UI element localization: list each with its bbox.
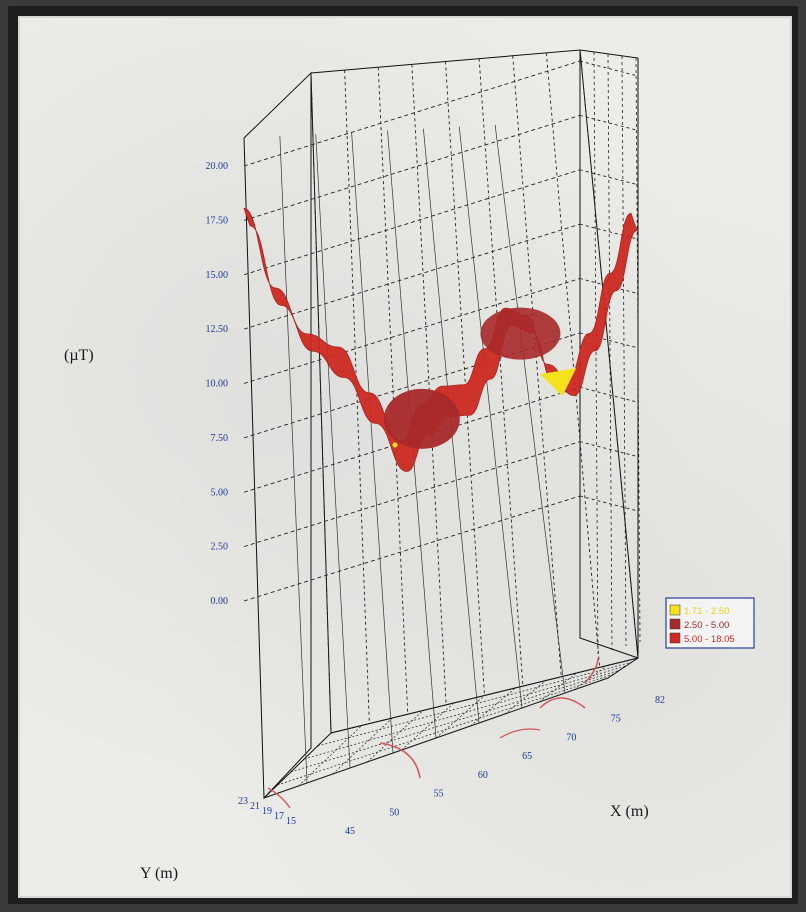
floor-grid (263, 677, 609, 799)
grid-horizontal-side (579, 386, 639, 403)
floor-contour (499, 728, 541, 739)
x-tick-label: 50 (389, 807, 399, 818)
grid-horizontal-side (579, 495, 639, 512)
grid-vertical (411, 64, 447, 705)
floor-grid (298, 725, 362, 787)
grid-vertical-front (351, 132, 394, 754)
grid-vertical-side (593, 51, 599, 655)
depth-tick-label: 17 (274, 811, 284, 822)
floor-contour (539, 697, 586, 709)
depth-tick-label: 15 (286, 816, 296, 827)
grid-vertical (310, 72, 332, 734)
floor-grid (304, 665, 627, 760)
grid-horizontal (243, 169, 581, 276)
y-tick-label: 2.50 (211, 542, 229, 553)
left-wall (243, 71, 312, 800)
y-tick-label: 12.50 (206, 324, 229, 335)
floor-grid (401, 702, 455, 751)
floor-grid (263, 732, 332, 799)
grid-horizontal-side (579, 60, 639, 77)
legend-swatch (669, 618, 681, 630)
legend-swatch (669, 604, 681, 616)
grid-horizontal (243, 278, 581, 384)
grid-horizontal-side (579, 169, 639, 186)
grid-horizontal-side (579, 278, 639, 294)
y-axis-label: (µT) (64, 347, 94, 364)
legend-label: 2.50 - 5.00 (684, 620, 729, 631)
grid-vertical (545, 52, 601, 668)
floor-grid (504, 680, 547, 715)
grid-horizontal (243, 332, 581, 439)
surface-chart: 0.00 2.50 5.00 7.50 10.00 12.50 15.00 17.50 20.0… (64, 49, 755, 882)
x-tick-label: 55 (434, 789, 444, 800)
floor-grid (290, 669, 621, 773)
depth-tick-label: 19 (262, 806, 272, 817)
depth-axis-label: Y (m) (140, 865, 178, 882)
grid-vertical-side (635, 57, 641, 643)
x-tick-label: 82 (655, 695, 665, 706)
y-tick-label: 15.00 (206, 270, 229, 281)
grid-horizontal-side (579, 114, 639, 131)
y-tick-label: 10.00 (206, 379, 229, 390)
y-tick-label: 0.00 (211, 596, 229, 607)
grid-vertical (445, 61, 485, 696)
legend-box (665, 597, 755, 649)
x-tick-label: 60 (478, 770, 488, 781)
surface-lobe (383, 388, 460, 449)
x-tick-label: 45 (345, 826, 355, 837)
grid-horizontal (243, 60, 581, 167)
floor-grid (573, 665, 608, 691)
y-tick-label: 20.00 (206, 161, 229, 172)
surface-minimum-dot (392, 442, 398, 448)
y-tick-label: 17.50 (206, 215, 229, 226)
grid-horizontal-side (579, 332, 639, 349)
floor-contour (584, 657, 599, 684)
grid-horizontal (243, 495, 581, 602)
floor-grid (435, 695, 485, 739)
grid-vertical-front (279, 136, 308, 784)
depth-tick-label: 21 (250, 801, 260, 812)
grid-horizontal (243, 223, 581, 330)
floor-grid (277, 673, 615, 786)
chart-canvas: 0.00 2.50 5.00 7.50 10.00 12.50 15.00 17.50 20.0… (18, 16, 792, 898)
grid-vertical (478, 58, 524, 687)
surface-minimum-patch (540, 368, 577, 397)
surface-lobe (480, 307, 561, 360)
floor-grid (332, 717, 393, 775)
floor-contour (379, 742, 421, 779)
floor-grid (366, 710, 424, 763)
grid-vertical (344, 70, 370, 724)
grid-horizontal-side (579, 441, 639, 458)
x-tick-label: 70 (566, 732, 576, 743)
x-tick-label: 65 (522, 751, 532, 762)
x-axis-label: X (m) (610, 803, 649, 820)
y-tick-label: 5.00 (211, 487, 229, 498)
floor-contour (267, 787, 291, 809)
floor-grid (330, 657, 639, 734)
screen-frame: 0.00 2.50 5.00 7.50 10.00 12.50 15.00 17.50 20.0… (8, 6, 798, 904)
grid-vertical (512, 55, 562, 677)
grid-vertical-side (621, 55, 627, 647)
x-tick-label: 75 (611, 714, 621, 725)
grid-horizontal (243, 114, 581, 221)
grid-vertical-front (458, 126, 523, 709)
legend-label: 5.00 - 18.05 (684, 634, 735, 645)
grid-vertical (377, 67, 409, 715)
grid-vertical-front (315, 134, 351, 769)
legend-label: 1.71 - 2.50 (684, 606, 729, 617)
y-tick-label: 7.50 (211, 433, 229, 444)
grid-vertical-front (494, 124, 566, 694)
floor-grid (470, 687, 516, 727)
depth-tick-label: 23 (238, 796, 248, 807)
grid-horizontal (243, 441, 581, 548)
legend-swatch (669, 632, 681, 644)
